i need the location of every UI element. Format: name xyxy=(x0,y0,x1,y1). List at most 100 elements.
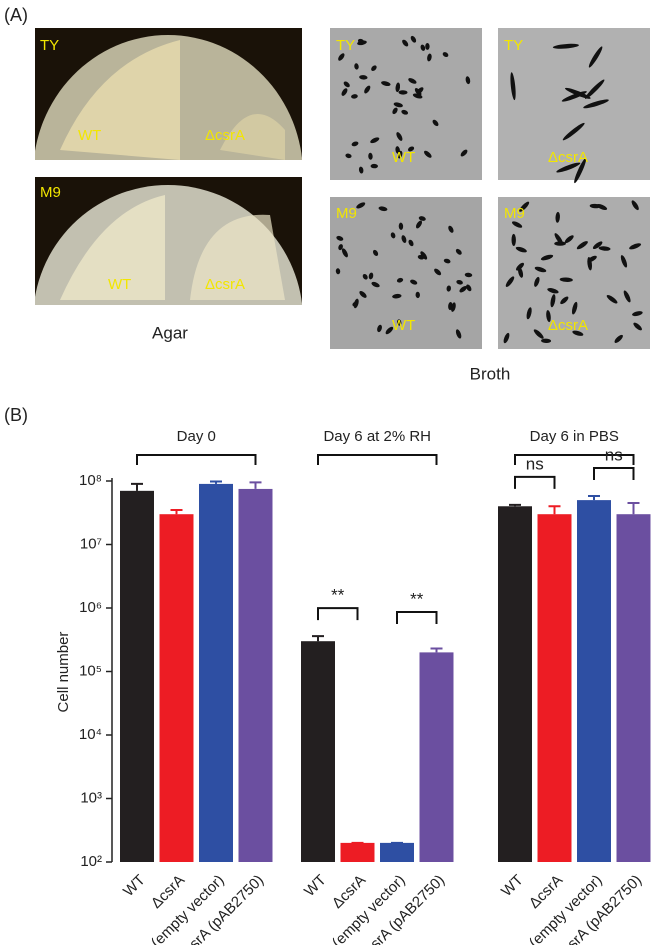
cell xyxy=(466,284,472,292)
x-tick-label: WT xyxy=(301,872,330,901)
strain-label: ΔcsrA xyxy=(205,127,245,144)
cell xyxy=(564,235,574,244)
cell xyxy=(338,53,345,61)
cell xyxy=(372,249,379,257)
cell xyxy=(574,158,587,184)
cell xyxy=(393,102,403,108)
cell xyxy=(450,302,456,312)
cell xyxy=(561,91,587,102)
cell xyxy=(556,162,581,173)
cell xyxy=(554,233,564,245)
cell xyxy=(390,232,396,239)
cell xyxy=(397,150,403,159)
cell xyxy=(381,81,391,87)
strain-label: ΔcsrA xyxy=(548,149,588,166)
y-tick-label: 10² xyxy=(80,853,102,870)
x-tick-label: WT xyxy=(498,872,527,901)
cell xyxy=(560,296,569,305)
significance-bracket xyxy=(593,467,635,481)
cell xyxy=(368,152,373,160)
cell xyxy=(353,298,359,309)
cell xyxy=(588,46,603,68)
cell xyxy=(576,241,588,250)
significance-bracket xyxy=(514,475,556,489)
group-bracket xyxy=(514,454,635,465)
group-label: Day 0 xyxy=(177,428,216,445)
cell xyxy=(377,324,382,333)
cell xyxy=(351,94,358,99)
cell xyxy=(606,295,618,304)
micrograph xyxy=(330,197,482,349)
cell xyxy=(541,338,552,344)
cell xyxy=(408,239,414,247)
cell xyxy=(338,244,343,251)
error-bar xyxy=(312,635,324,642)
medium-label: M9 xyxy=(336,205,357,222)
cell xyxy=(371,281,380,288)
cell xyxy=(620,255,628,268)
micrograph xyxy=(498,28,650,180)
cell xyxy=(533,329,544,339)
cell xyxy=(416,87,424,94)
cell xyxy=(425,42,430,50)
cell xyxy=(368,272,374,280)
error-bar xyxy=(210,480,222,484)
cell xyxy=(587,255,597,263)
cell xyxy=(442,52,449,58)
cell xyxy=(571,301,578,315)
strain-label: WT xyxy=(392,317,415,334)
cell xyxy=(351,141,359,147)
cell xyxy=(632,311,643,317)
cell xyxy=(631,200,639,211)
panel-label: (B) xyxy=(4,405,28,425)
cell xyxy=(562,122,585,141)
error-bar xyxy=(588,495,600,501)
medium-label: TY xyxy=(504,37,523,54)
cell xyxy=(418,216,426,221)
cell xyxy=(598,246,611,251)
micrograph xyxy=(330,28,482,180)
bar xyxy=(380,842,414,862)
strain-label: ΔcsrA xyxy=(205,276,245,293)
cell xyxy=(356,202,366,209)
group-bracket xyxy=(317,454,438,465)
cell xyxy=(629,243,642,250)
cell xyxy=(614,334,623,343)
cell xyxy=(371,65,377,71)
strain-label: WT xyxy=(78,127,101,144)
cell xyxy=(540,254,554,261)
cell xyxy=(596,203,608,211)
cell xyxy=(511,221,523,228)
significance-label: ** xyxy=(410,589,424,608)
cell xyxy=(424,150,432,158)
cell xyxy=(427,53,432,62)
cell xyxy=(408,78,417,84)
error-bar xyxy=(627,502,640,515)
error-bar xyxy=(430,647,443,653)
x-tick-label: WT xyxy=(120,872,149,901)
error-bar xyxy=(249,481,262,489)
bar xyxy=(577,500,611,862)
cell xyxy=(515,246,527,253)
cell xyxy=(443,258,451,264)
cell xyxy=(526,307,532,320)
y-tick-label: 10⁶ xyxy=(79,599,102,616)
cell xyxy=(343,81,350,88)
bar xyxy=(616,514,651,862)
cell xyxy=(398,222,404,230)
cell xyxy=(410,35,417,43)
cell xyxy=(370,163,378,169)
cell xyxy=(358,166,364,174)
cell xyxy=(455,329,462,339)
micrograph xyxy=(498,197,650,349)
cell xyxy=(446,285,451,292)
cell xyxy=(592,241,603,250)
cell xyxy=(398,90,408,95)
cell xyxy=(401,235,407,243)
bar xyxy=(120,490,154,862)
significance-bracket xyxy=(317,607,359,621)
cell xyxy=(359,291,367,298)
cell xyxy=(341,88,348,96)
y-tick-label: 10³ xyxy=(80,789,102,806)
